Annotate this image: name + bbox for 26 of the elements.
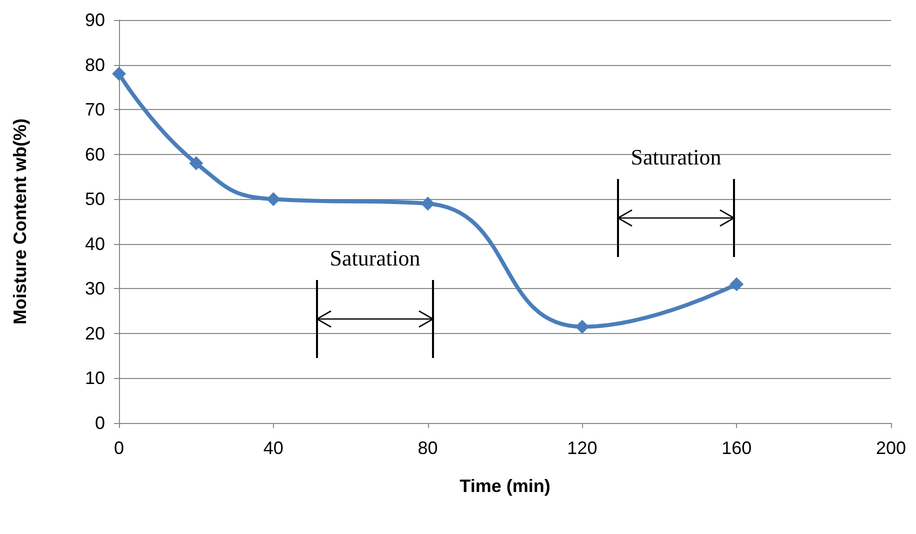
- x-tick-label: 0: [114, 438, 124, 458]
- point: [730, 277, 744, 292]
- point: [266, 192, 280, 206]
- y-tick-label: 20: [84, 323, 105, 344]
- y-tick-label: 40: [84, 234, 105, 254]
- y-tick-label: 50: [84, 189, 105, 210]
- y-tick-label: 60: [84, 144, 105, 164]
- x-tick-label: 120: [567, 438, 598, 458]
- annotation: Saturation: [330, 246, 420, 270]
- point: [189, 156, 204, 170]
- x-tick-label: 40: [263, 438, 284, 458]
- y-tick-label: 10: [84, 368, 105, 388]
- x-tick-label: 160: [722, 438, 752, 458]
- y-axis-title: Moisture Content wb(%): [10, 118, 30, 324]
- x-axis-title: Time (min): [460, 476, 550, 496]
- x-tick-label: 80: [418, 438, 438, 458]
- x-tick-label: 200: [876, 438, 906, 458]
- y-tick-label: 30: [84, 278, 105, 299]
- point: [420, 196, 435, 211]
- y-tick-label: 70: [84, 100, 105, 120]
- point: [112, 66, 126, 81]
- y-tick-label: 90: [84, 10, 105, 30]
- y-tick-label: 0: [94, 413, 105, 433]
- annotation: Saturation: [630, 144, 722, 170]
- point: [575, 320, 590, 334]
- y-tick-label: 80: [84, 54, 105, 75]
